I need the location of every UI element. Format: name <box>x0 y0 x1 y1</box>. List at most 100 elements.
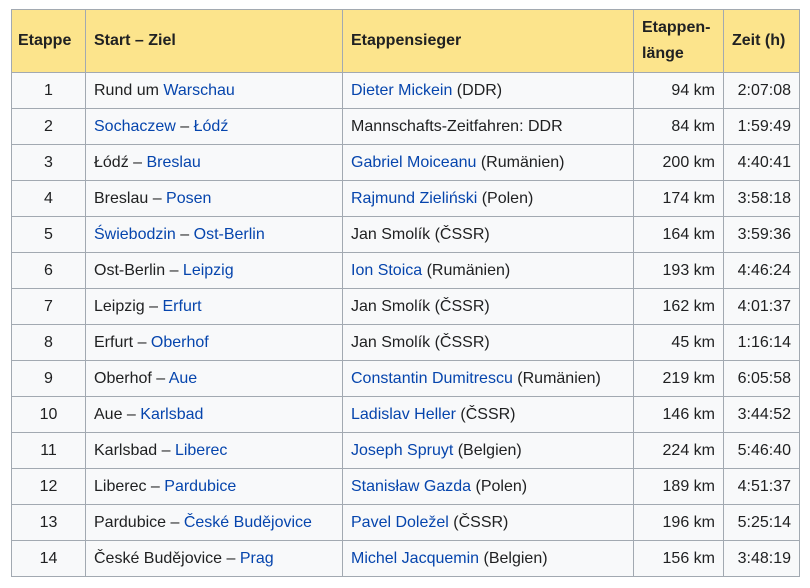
cell-time: 4:51:37 <box>723 468 800 505</box>
route-link[interactable]: Karlsbad <box>140 405 204 423</box>
cell-time: 4:46:24 <box>723 252 800 289</box>
cell-route: České Budějovice – Prag <box>85 540 343 577</box>
route-text: Łódź – <box>94 153 147 171</box>
cell-time: 3:59:36 <box>723 216 800 253</box>
cell-time: 2:07:08 <box>723 72 800 109</box>
cell-time: 3:58:18 <box>723 180 800 217</box>
table-row: 4 Breslau – Posen Rajmund Zieliński (Polen… <box>11 180 800 217</box>
winner-link[interactable]: Joseph Spruyt <box>351 441 454 459</box>
route-link[interactable]: Świebodzin <box>94 225 176 243</box>
route-text: Oberhof – <box>94 369 169 387</box>
route-link[interactable]: Pardubice <box>164 477 237 495</box>
table-row: 3 Łódź – Breslau Gabriel Moiceanu (Rumänie… <box>11 144 800 181</box>
route-link[interactable]: Sochaczew <box>94 117 176 135</box>
winner-link[interactable]: Ladislav Heller <box>351 405 456 423</box>
cell-stage: 10 <box>11 396 86 433</box>
cell-stage: 12 <box>11 468 86 505</box>
route-text: Erfurt – <box>94 333 151 351</box>
header-winner[interactable]: Etappensieger <box>342 9 634 73</box>
cell-winner: Rajmund Zieliński (Polen) <box>342 180 634 217</box>
cell-time: 4:40:41 <box>723 144 800 181</box>
cell-time: 3:48:19 <box>723 540 800 577</box>
route-link[interactable]: Leipzig <box>182 261 234 279</box>
cell-time: 6:05:58 <box>723 360 800 397</box>
cell-stage: 8 <box>11 324 86 361</box>
cell-winner: Ladislav Heller (ČSSR) <box>342 396 634 433</box>
winner-text: Jan Smolík (ČSSR) <box>351 297 490 315</box>
winner-text: (Rumänien) <box>512 369 601 387</box>
route-text: Pardubice – <box>94 513 184 531</box>
route-link[interactable]: Posen <box>166 189 212 207</box>
winner-link[interactable]: Gabriel Moiceanu <box>351 153 477 171</box>
cell-stage: 1 <box>11 72 86 109</box>
winner-text: (Polen) <box>471 477 528 495</box>
header-length[interactable]: Etappen- länge <box>633 9 724 73</box>
winner-text: (Polen) <box>477 189 534 207</box>
cell-winner: Ion Stoica (Rumänien) <box>342 252 634 289</box>
table-row: 13 Pardubice – České Budějovice Pavel Dole… <box>11 504 800 541</box>
cell-length: 174 km <box>633 180 724 217</box>
table-row: 12 Liberec – Pardubice Stanisław Gazda (Po… <box>11 468 800 505</box>
cell-route: Ost-Berlin – Leipzig <box>85 252 343 289</box>
cell-time: 5:46:40 <box>723 432 800 469</box>
cell-stage: 6 <box>11 252 86 289</box>
cell-stage: 11 <box>11 432 86 469</box>
route-link[interactable]: Oberhof <box>150 333 209 351</box>
cell-route: Sochaczew – Łódź <box>85 108 343 145</box>
cell-time: 1:16:14 <box>723 324 800 361</box>
cell-stage: 14 <box>11 540 86 577</box>
cell-winner: Jan Smolík (ČSSR) <box>342 324 634 361</box>
stages-table: Etappe Start – Ziel Etappensieger Etappe… <box>11 9 800 577</box>
winner-link[interactable]: Stanisław Gazda <box>351 477 472 495</box>
cell-stage: 9 <box>11 360 86 397</box>
table-row: 1 Rund um Warschau Dieter Mickein (DDR) 94 … <box>11 72 800 109</box>
cell-route: Liberec – Pardubice <box>85 468 343 505</box>
table-row: 9 Oberhof – Aue Constantin Dumitrescu (Rum… <box>11 360 800 397</box>
winner-text: (ČSSR) <box>455 405 516 423</box>
cell-winner: Constantin Dumitrescu (Rumänien) <box>342 360 634 397</box>
route-text: Ost-Berlin – <box>94 261 183 279</box>
cell-stage: 4 <box>11 180 86 217</box>
cell-length: 164 km <box>633 216 724 253</box>
header-stage[interactable]: Etappe <box>11 9 86 73</box>
cell-length: 189 km <box>633 468 724 505</box>
route-link[interactable]: Prag <box>239 549 274 567</box>
winner-link[interactable]: Michel Jacquemin <box>351 549 480 567</box>
cell-route: Łódź – Breslau <box>85 144 343 181</box>
cell-winner: Michel Jacquemin (Belgien) <box>342 540 634 577</box>
route-text: Liberec – <box>94 477 165 495</box>
route-text: Aue – <box>94 405 141 423</box>
cell-time: 1:59:49 <box>723 108 800 145</box>
cell-length: 196 km <box>633 504 724 541</box>
cell-route: Oberhof – Aue <box>85 360 343 397</box>
header-length-line2: länge <box>642 45 684 62</box>
route-link[interactable]: Warschau <box>163 81 235 99</box>
route-text: Karlsbad – <box>94 441 175 459</box>
winner-link[interactable]: Constantin Dumitrescu <box>351 369 513 387</box>
table-row: 14 České Budějovice – Prag Michel Jacquemi… <box>11 540 800 577</box>
table-body: 1 Rund um Warschau Dieter Mickein (DDR) 94 … <box>11 72 800 577</box>
cell-winner: Jan Smolík (ČSSR) <box>342 216 634 253</box>
route-link[interactable]: Erfurt <box>162 297 202 315</box>
cell-stage: 2 <box>11 108 86 145</box>
header-time[interactable]: Zeit (h) <box>723 9 800 73</box>
cell-route: Świebodzin – Ost-Berlin <box>85 216 343 253</box>
winner-link[interactable]: Pavel Doležel <box>351 513 449 531</box>
header-length-line1: Etappen- <box>642 19 711 36</box>
route-link[interactable]: Liberec <box>174 441 228 459</box>
route-link[interactable]: Ost-Berlin <box>193 225 265 243</box>
route-link[interactable]: Łódź <box>193 117 229 135</box>
winner-link[interactable]: Dieter Mickein <box>351 81 453 99</box>
cell-stage: 7 <box>11 288 86 325</box>
winner-link[interactable]: Rajmund Zieliński <box>351 189 478 207</box>
route-link[interactable]: Aue <box>168 369 198 387</box>
winner-link[interactable]: Ion Stoica <box>351 261 423 279</box>
route-text: – <box>175 225 194 243</box>
cell-winner: Joseph Spruyt (Belgien) <box>342 432 634 469</box>
table-row: 7 Leipzig – Erfurt Jan Smolík (ČSSR) 162 km… <box>11 288 800 325</box>
cell-length: 219 km <box>633 360 724 397</box>
route-link[interactable]: České Budějovice <box>183 513 312 531</box>
cell-route: Aue – Karlsbad <box>85 396 343 433</box>
header-route[interactable]: Start – Ziel <box>85 9 343 73</box>
route-link[interactable]: Breslau <box>146 153 201 171</box>
